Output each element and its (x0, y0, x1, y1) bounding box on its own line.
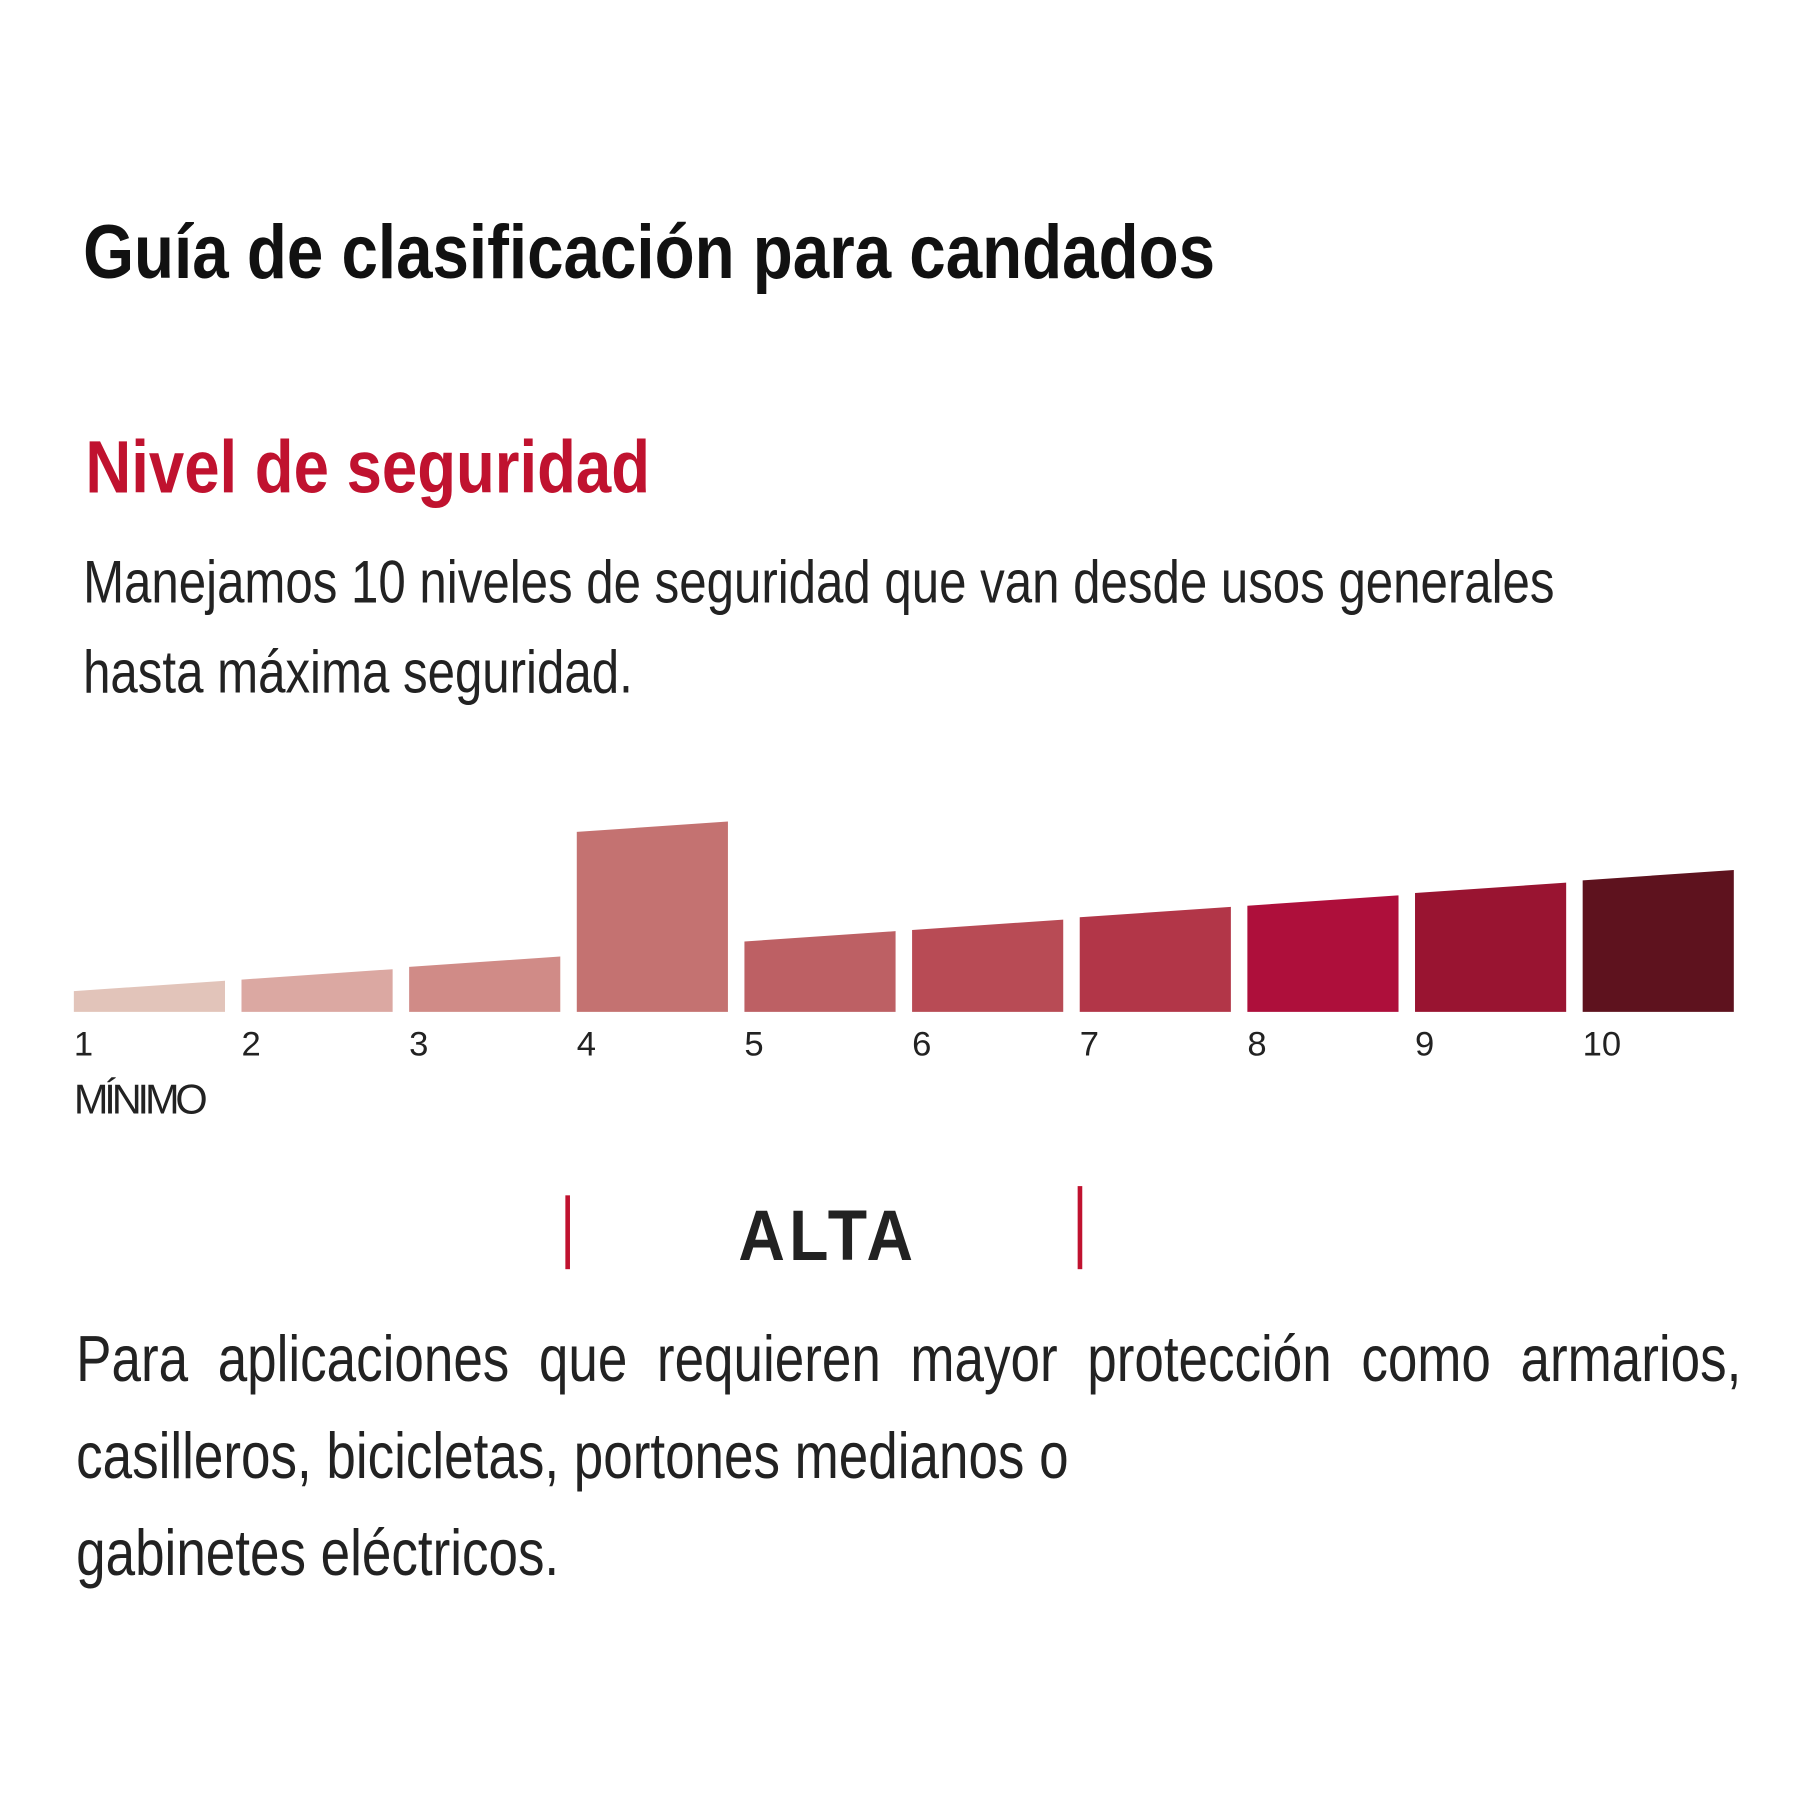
security-level-chart: 1 2 3 4 5 6 7 8 9 10 MÍNIMO (73, 821, 1734, 1122)
tick-label: 2 (241, 1026, 260, 1064)
page-title: Guía de clasificación para candados (83, 208, 1216, 295)
tick-label: 9 (1415, 1026, 1434, 1064)
min-label: MÍNIMO (74, 1075, 208, 1122)
tick-label: 10 (1583, 1026, 1622, 1064)
tick-label: 6 (912, 1026, 931, 1064)
tick-label: 1 (74, 1026, 93, 1064)
section-title: Nivel de seguridad (85, 425, 651, 509)
level-description-end: gabinetes eléctricos. (76, 1516, 560, 1589)
bar-level-4 (576, 821, 728, 1012)
tick-label: 5 (744, 1026, 763, 1064)
bar-level-5 (744, 931, 896, 1012)
tick-label: 7 (1080, 1026, 1099, 1064)
description: Manejamos 10 niveles de seguridad que va… (83, 549, 1555, 707)
bar-level-2 (241, 969, 393, 1012)
bar-level-9 (1415, 882, 1567, 1012)
level-description: Para aplicaciones que requieren mayor pr… (76, 1311, 1741, 1602)
level-name: ALTA (738, 1196, 918, 1277)
bar-level-10 (1582, 869, 1734, 1012)
tick-label: 4 (577, 1026, 596, 1064)
bar-level-8 (1247, 895, 1399, 1012)
level-description-main: Para aplicaciones que requieren mayor pr… (76, 1322, 1742, 1492)
bar-level-3 (409, 956, 561, 1012)
level-marker-right (1077, 1186, 1083, 1270)
bar-level-6 (912, 919, 1064, 1012)
tick-label: 3 (409, 1026, 428, 1064)
bar-level-7 (1079, 906, 1231, 1012)
level-marker-left (565, 1195, 570, 1270)
tick-label: 8 (1247, 1026, 1266, 1064)
bar-level-1 (73, 980, 225, 1012)
